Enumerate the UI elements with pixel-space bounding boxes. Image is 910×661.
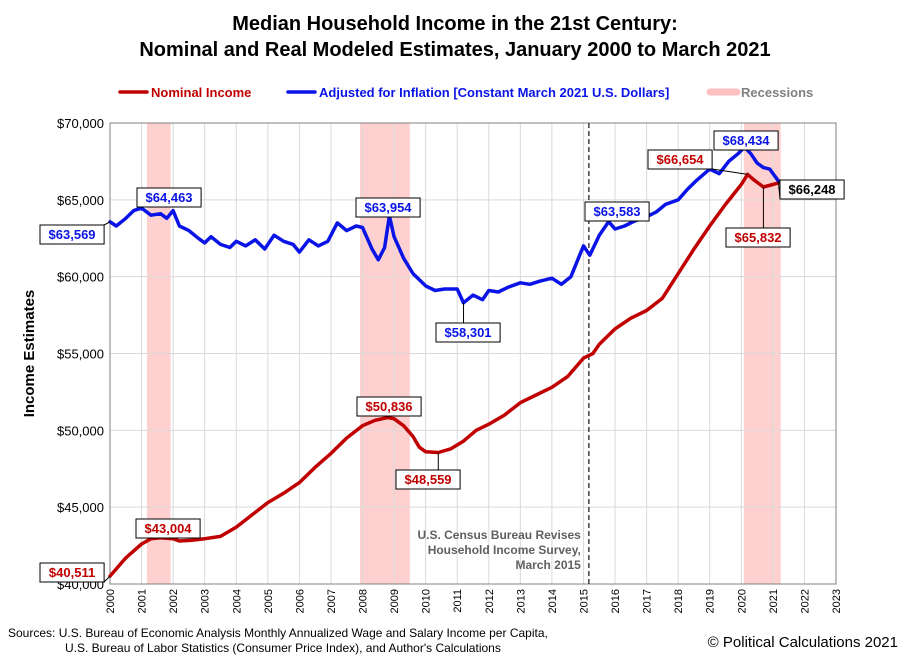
annotation-label: $66,248 <box>789 182 836 197</box>
chart-title-line-2: Nominal and Real Modeled Estimates, Janu… <box>139 39 771 61</box>
sources-line-1: Sources: U.S. Bureau of Economic Analysi… <box>8 626 548 640</box>
x-tick-label: 2005 <box>263 589 275 613</box>
census-note-line: March 2015 <box>515 558 581 572</box>
x-tick-label: 2011 <box>452 589 464 613</box>
y-tick-label: $60,000 <box>57 270 104 285</box>
x-tick-label: 2009 <box>389 589 401 613</box>
annotation-box <box>395 469 461 490</box>
x-tick-label: 2002 <box>168 589 180 613</box>
annotation-box <box>647 149 713 170</box>
annotation-label: $65,832 <box>735 230 782 245</box>
annotation-label: $68,434 <box>723 133 771 148</box>
x-tick-label: 2001 <box>137 589 149 613</box>
x-tick-label: 2022 <box>799 589 811 613</box>
annotation-leader <box>712 168 748 175</box>
y-axis-label: Income Estimates <box>21 290 38 418</box>
x-tick-label: 2019 <box>705 589 717 613</box>
annotation-box <box>135 518 201 539</box>
annotation-label: $63,583 <box>594 204 641 219</box>
legend-item-label: Adjusted for Inflation [Constant March 2… <box>319 85 669 100</box>
y-tick-label: $45,000 <box>57 500 104 515</box>
copyright: © Political Calculations 2021 <box>707 634 898 651</box>
x-tick-label: 2006 <box>294 589 306 613</box>
annotation-box <box>39 562 105 583</box>
sources-note: Sources: U.S. Bureau of Economic Analysi… <box>8 626 548 656</box>
y-tick-label: $55,000 <box>57 347 104 362</box>
annotation-label: $64,463 <box>146 190 193 205</box>
annotation-leader <box>103 575 111 583</box>
x-tick-label: 2017 <box>642 589 654 613</box>
annotation-box <box>136 187 202 208</box>
census-note-line: U.S. Census Bureau Revises <box>417 528 581 542</box>
annotation-box <box>725 227 791 248</box>
x-tick-label: 2003 <box>200 589 212 613</box>
x-tick-label: 2004 <box>231 589 243 613</box>
annotation-label: $43,004 <box>145 521 193 536</box>
y-tick-label: $70,000 <box>57 116 104 131</box>
x-tick-label: 2000 <box>105 589 117 613</box>
annotation-label: $50,836 <box>366 399 413 414</box>
annotation-box <box>435 322 501 343</box>
annotation-box <box>39 224 105 245</box>
x-tick-label: 2013 <box>515 589 527 613</box>
plot-frame <box>109 122 837 585</box>
legend-item-label: Recessions <box>741 85 813 100</box>
x-tick-label: 2007 <box>326 589 338 613</box>
sources-line-2: U.S. Bureau of Labor Statistics (Consume… <box>65 641 501 655</box>
y-tick-label: $65,000 <box>57 193 104 208</box>
x-tick-label: 2010 <box>421 589 433 613</box>
x-tick-label: 2014 <box>547 589 559 613</box>
annotation-label: $40,511 <box>49 565 95 580</box>
x-tick-label: 2008 <box>358 589 370 613</box>
annotation-box <box>356 396 422 417</box>
annotation-leader <box>103 221 111 226</box>
x-tick-label: 2012 <box>484 589 496 613</box>
annotation-label: $48,559 <box>405 472 452 487</box>
x-tick-label: 2023 <box>831 589 843 613</box>
annotation-label: $63,954 <box>365 200 413 215</box>
legend-item-label: Nominal Income <box>151 85 251 100</box>
annotation-label: $58,301 <box>445 325 492 340</box>
series-line-real <box>108 145 780 305</box>
x-tick-label: 2018 <box>673 589 685 613</box>
x-tick-label: 2015 <box>578 589 590 613</box>
chart-title-line-1: Median Household Income in the 21st Cent… <box>232 13 678 35</box>
annotation-box <box>584 201 650 222</box>
y-tick-label: $50,000 <box>57 423 104 438</box>
annotation-label: $63,569 <box>49 227 96 242</box>
annotation-label: $66,654 <box>657 152 705 167</box>
annotation-box <box>713 130 779 151</box>
annotation-box <box>355 197 421 218</box>
x-tick-label: 2016 <box>610 589 622 613</box>
x-tick-label: 2020 <box>736 589 748 613</box>
x-tick-label: 2021 <box>768 589 780 613</box>
annotation-box <box>779 179 845 200</box>
census-note-line: Household Income Survey, <box>428 543 581 557</box>
